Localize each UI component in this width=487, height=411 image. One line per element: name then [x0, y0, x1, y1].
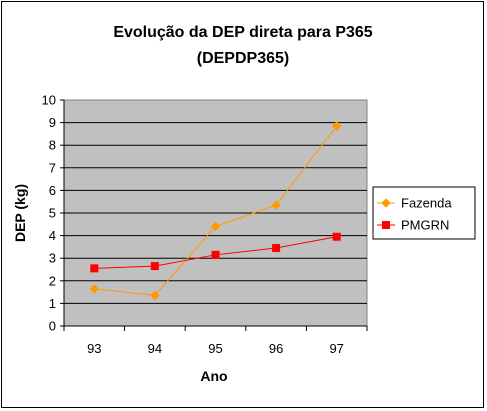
- y-tick-label: 9: [49, 115, 56, 130]
- y-tick-label: 1: [49, 296, 56, 311]
- x-axis: 93 94 95 96 97: [63, 325, 368, 356]
- series-fazenda: [89, 121, 342, 301]
- y-tick-label: 8: [49, 138, 56, 153]
- data-point-pmgrn: [150, 262, 159, 271]
- data-point-pmgrn: [272, 244, 281, 253]
- y-tick-label: 2: [49, 273, 56, 288]
- y-tick-label: 6: [49, 183, 56, 198]
- legend-label-fazenda: Fazenda: [401, 196, 452, 211]
- series-pmgrn: [90, 232, 341, 273]
- y-tick-label: 7: [49, 160, 56, 175]
- data-point-pmgrn: [90, 264, 99, 273]
- data-point-fazenda: [271, 200, 281, 210]
- y-tick-label: 10: [42, 93, 56, 108]
- data-point-fazenda: [150, 290, 160, 301]
- series-layer: [89, 121, 342, 301]
- y-axis: 0 1 2 3 4 5 6 7 8 9 10: [42, 93, 65, 334]
- y-tick-label: 5: [49, 206, 56, 221]
- x-tick-label: 93: [87, 341, 101, 356]
- y-tick-label: 4: [49, 228, 56, 243]
- chart-subtitle: (DEPDP365): [197, 50, 289, 67]
- data-point-fazenda: [210, 221, 221, 232]
- x-tick-label: 95: [208, 341, 222, 356]
- legend-label-pmgrn: PMGRN: [401, 218, 449, 233]
- data-point-fazenda: [89, 284, 100, 294]
- legend: Fazenda PMGRN: [372, 186, 476, 240]
- y-tick-label: 0: [49, 319, 56, 334]
- data-point-pmgrn: [211, 250, 220, 259]
- y-tick-label: 3: [49, 251, 56, 266]
- chart-title: Evolução da DEP direta para P365: [113, 24, 372, 41]
- x-tick-label: 97: [329, 341, 343, 356]
- x-axis-label: Ano: [200, 368, 227, 384]
- legend-marker-fazenda: [381, 198, 391, 208]
- data-point-fazenda: [331, 121, 342, 131]
- x-tick-label: 94: [148, 341, 162, 356]
- x-tick-label: 96: [269, 341, 283, 356]
- data-point-pmgrn: [332, 232, 341, 241]
- legend-box: [372, 186, 476, 240]
- y-axis-label: DEP (kg): [12, 184, 28, 242]
- legend-marker-pmgrn: [382, 221, 390, 229]
